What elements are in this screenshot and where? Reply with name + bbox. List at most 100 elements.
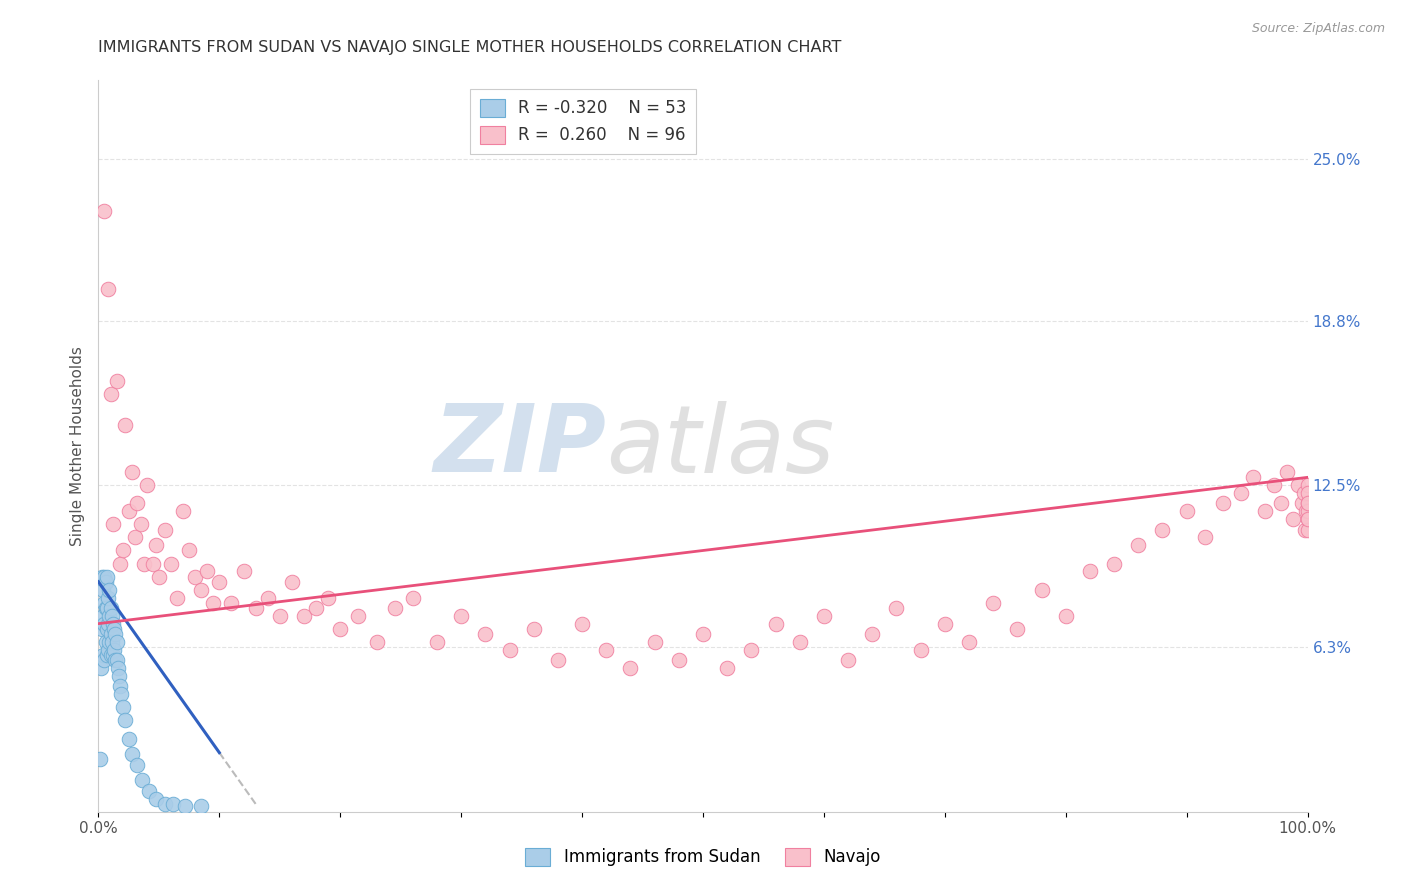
- Point: [1175, 504, 1198, 518]
- Point: [668, 653, 690, 667]
- Point: [100, 635, 122, 649]
- Point: [886, 601, 908, 615]
- Point: [142, 557, 165, 571]
- Point: [138, 784, 160, 798]
- Point: [474, 627, 496, 641]
- Point: [97, 642, 120, 657]
- Point: [110, 687, 132, 701]
- Point: [104, 627, 127, 641]
- Point: [107, 661, 129, 675]
- Point: [91, 648, 114, 662]
- Point: [103, 642, 125, 657]
- Point: [789, 635, 811, 649]
- Point: [153, 797, 176, 811]
- Point: [135, 478, 157, 492]
- Point: [619, 661, 641, 675]
- Legend: Immigrants from Sudan, Navajo: Immigrants from Sudan, Navajo: [519, 841, 887, 873]
- Point: [813, 608, 835, 623]
- Point: [245, 601, 267, 615]
- Point: [96, 569, 118, 583]
- Point: [1263, 478, 1285, 492]
- Point: [145, 538, 167, 552]
- Point: [104, 653, 127, 667]
- Point: [160, 557, 183, 571]
- Point: [105, 635, 128, 649]
- Point: [101, 517, 124, 532]
- Point: [1102, 557, 1125, 571]
- Point: [1254, 504, 1277, 518]
- Point: [221, 596, 243, 610]
- Point: [1294, 523, 1316, 537]
- Point: [644, 635, 666, 649]
- Point: [127, 496, 149, 510]
- Point: [179, 543, 201, 558]
- Point: [716, 661, 738, 675]
- Point: [91, 569, 114, 583]
- Point: [329, 622, 352, 636]
- Point: [121, 465, 143, 479]
- Point: [101, 616, 124, 631]
- Point: [103, 622, 125, 636]
- Point: [190, 582, 212, 597]
- Point: [131, 773, 153, 788]
- Point: [1152, 523, 1174, 537]
- Point: [91, 582, 114, 597]
- Point: [498, 642, 520, 657]
- Point: [90, 661, 112, 675]
- Point: [547, 653, 569, 667]
- Point: [1230, 486, 1253, 500]
- Point: [184, 569, 207, 583]
- Point: [174, 799, 197, 814]
- Point: [1007, 622, 1029, 636]
- Point: [105, 653, 128, 667]
- Point: [108, 669, 131, 683]
- Point: [1128, 538, 1150, 552]
- Point: [1212, 496, 1234, 510]
- Point: [105, 374, 128, 388]
- Point: [166, 591, 188, 605]
- Point: [1291, 496, 1313, 510]
- Point: [118, 731, 141, 746]
- Point: [100, 648, 122, 662]
- Point: [281, 574, 304, 589]
- Point: [202, 596, 225, 610]
- Point: [1194, 530, 1216, 544]
- Point: [93, 616, 115, 631]
- Point: [100, 601, 122, 615]
- Point: [1031, 582, 1053, 597]
- Point: [305, 601, 328, 615]
- Point: [96, 648, 118, 662]
- Point: [145, 791, 167, 805]
- Point: [595, 642, 617, 657]
- Point: [134, 557, 156, 571]
- Point: [153, 523, 176, 537]
- Point: [292, 608, 315, 623]
- Point: [426, 635, 449, 649]
- Point: [1296, 486, 1319, 500]
- Point: [384, 601, 406, 615]
- Point: [1241, 470, 1264, 484]
- Point: [366, 635, 388, 649]
- Point: [402, 591, 425, 605]
- Point: [111, 700, 134, 714]
- Point: [1296, 523, 1319, 537]
- Point: [957, 635, 980, 649]
- Point: [129, 517, 152, 532]
- Text: Source: ZipAtlas.com: Source: ZipAtlas.com: [1251, 22, 1385, 36]
- Point: [860, 627, 883, 641]
- Point: [100, 386, 122, 401]
- Point: [1296, 496, 1319, 510]
- Point: [162, 797, 184, 811]
- Point: [108, 557, 131, 571]
- Point: [127, 757, 149, 772]
- Point: [1282, 512, 1305, 526]
- Point: [571, 616, 593, 631]
- Point: [1296, 512, 1319, 526]
- Point: [93, 596, 115, 610]
- Point: [94, 574, 117, 589]
- Y-axis label: Single Mother Households: Single Mother Households: [69, 346, 84, 546]
- Point: [837, 653, 859, 667]
- Point: [100, 608, 122, 623]
- Point: [91, 622, 114, 636]
- Point: [1275, 465, 1298, 479]
